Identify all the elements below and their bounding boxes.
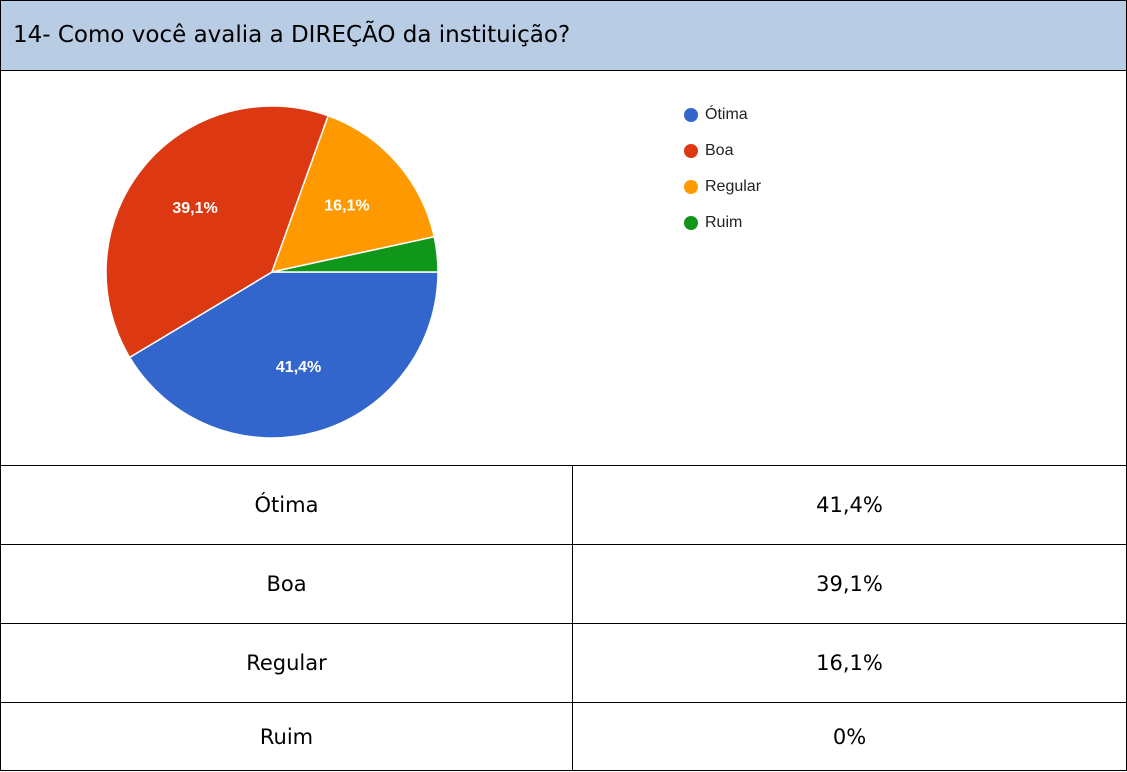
table-cell: Regular — [0, 623, 573, 703]
legend-label: Ruim — [705, 214, 742, 231]
legend-label: Ótima — [705, 104, 748, 123]
pie-slice — [105, 105, 330, 359]
legend-swatch — [684, 108, 698, 122]
table-cell: 39,1% — [572, 544, 1127, 624]
legend-swatch — [684, 216, 698, 230]
table-cell: Boa — [0, 544, 573, 624]
table-row: Regular 16,1% — [0, 623, 1127, 703]
pie-slice — [270, 114, 436, 274]
table-cell: Ruim — [0, 702, 573, 771]
table-cell: Ótima — [0, 465, 573, 545]
legend-label: Boa — [705, 142, 734, 159]
table-row: Boa 39,1% — [0, 544, 1127, 624]
question-title: 14- Como você avalia a DIREÇÃO da instit… — [0, 0, 1127, 71]
legend-swatch — [684, 180, 698, 194]
legend-swatch — [684, 144, 698, 158]
slice-label: 16,1% — [324, 198, 369, 215]
table-cell: 0% — [572, 702, 1127, 771]
table-row: Ruim 0% — [0, 702, 1127, 771]
pie-slice — [128, 271, 439, 439]
pie-slice — [271, 235, 439, 273]
results-table: Ótima 41,4% Boa 39,1% Regular 16,1% Ruim 0% — [0, 465, 1127, 771]
table-cell: 16,1% — [572, 623, 1127, 703]
slice-label: 39,1% — [172, 200, 217, 217]
chart-panel: 41,4% 39,1% 16,1% Ótima Boa Regular Ruim — [0, 70, 1127, 466]
chart: 41,4% 39,1% 16,1% Ótima Boa Regular Ruim — [105, 104, 762, 439]
table-row: Ótima 41,4% — [0, 465, 1127, 545]
slice-label: 41,4% — [276, 359, 321, 376]
table-cell: 41,4% — [572, 465, 1127, 545]
legend-label: Regular — [705, 178, 762, 195]
